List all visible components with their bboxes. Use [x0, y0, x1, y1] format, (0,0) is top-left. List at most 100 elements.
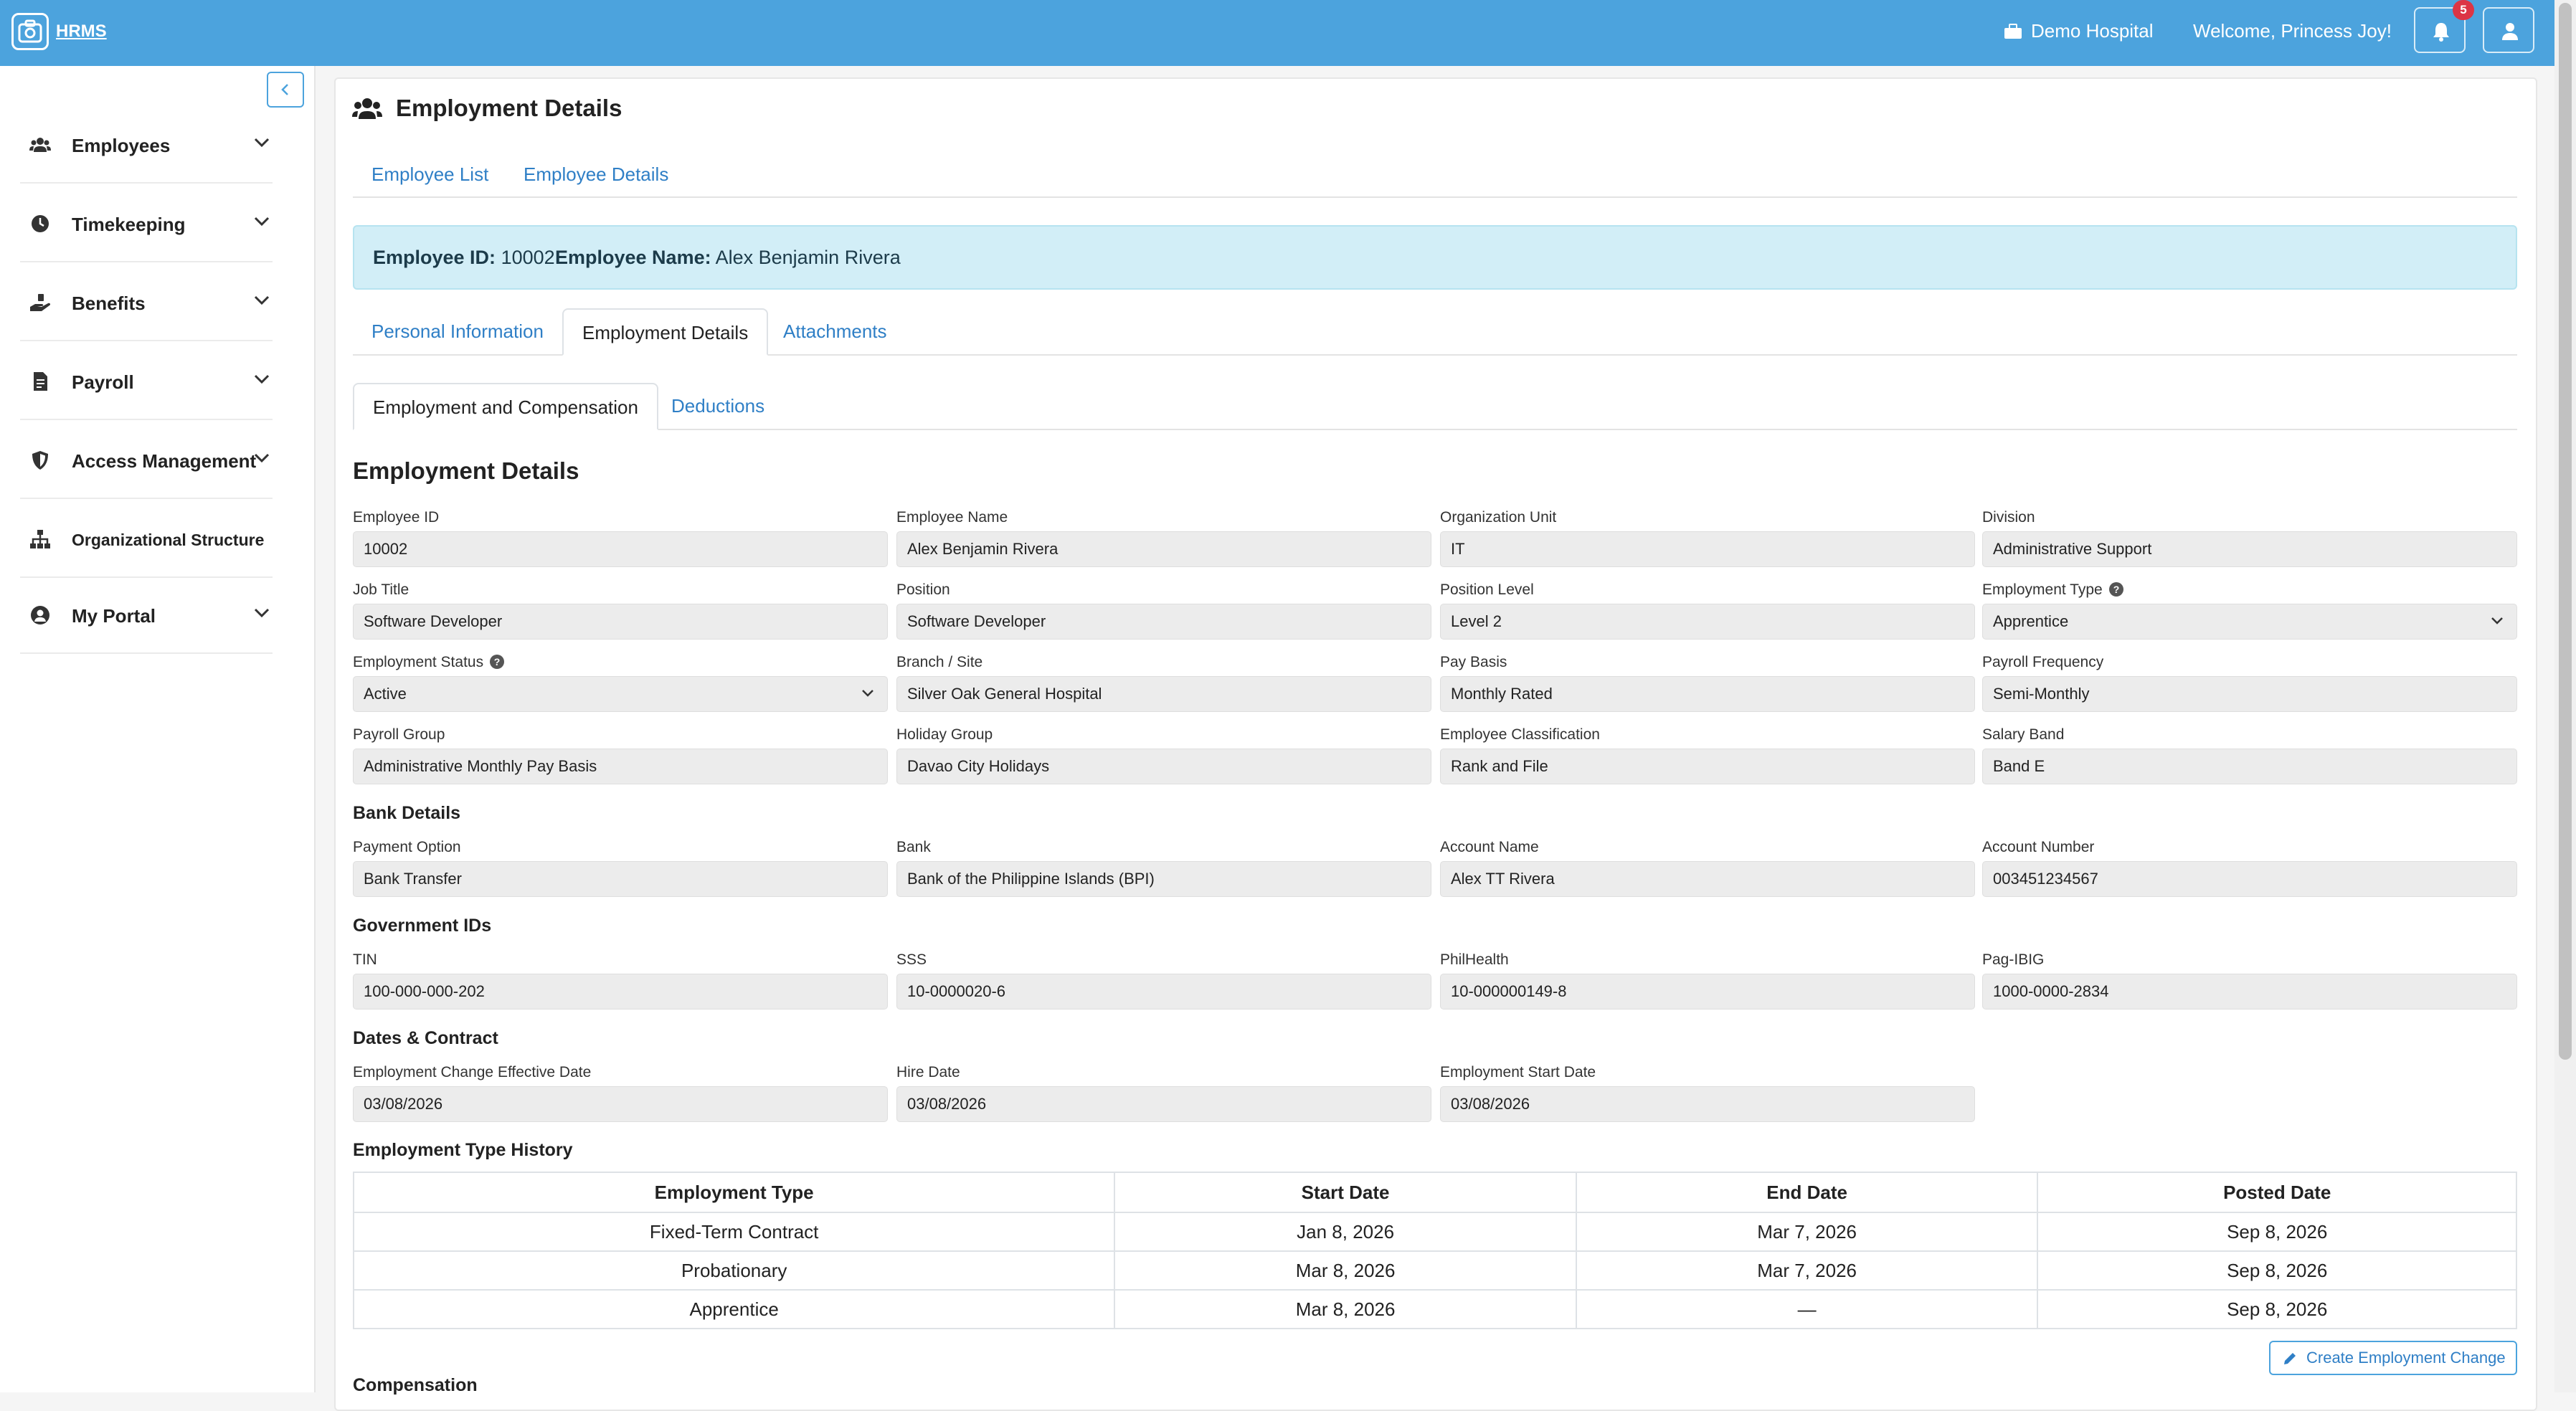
position-level-field[interactable]: Level 2 — [1440, 604, 1975, 640]
sidebar-item-payroll[interactable]: Payroll — [20, 343, 273, 420]
sidebar-collapse-button[interactable] — [267, 72, 304, 108]
chevron-down-icon — [254, 608, 270, 618]
notifications-button[interactable] — [2414, 7, 2466, 53]
page-scrollbar-thumb[interactable] — [2559, 3, 2572, 1060]
sidebar-item-my-portal[interactable]: My Portal — [20, 576, 273, 654]
employee-classification-label: Employee Classification — [1440, 726, 1600, 743]
employment-status-value: Active — [364, 685, 407, 703]
table-header-row: Employment Type Start Date End Date Post… — [352, 1172, 2517, 1213]
holiday-group-label: Holiday Group — [896, 726, 993, 743]
sss-field[interactable]: 10-0000020-6 — [896, 974, 1431, 1009]
account-number-label: Account Number — [1982, 839, 2095, 855]
sidebar-item-organizational-structure[interactable]: Organizational Structure — [20, 500, 273, 578]
division-field[interactable]: Administrative Support — [1982, 531, 2517, 567]
question-circle-icon[interactable]: ? — [2108, 581, 2124, 597]
hrms-logo-icon[interactable] — [11, 13, 49, 50]
cell-employment-type: Fixed-Term Contract — [352, 1212, 1116, 1252]
tab-attachments[interactable]: Attachments — [783, 320, 887, 342]
bank-field[interactable]: Bank of the Philippine Islands (BPI) — [896, 861, 1431, 897]
organization-name: Demo Hospital — [2031, 20, 2154, 42]
user-menu-button[interactable] — [2483, 7, 2534, 53]
svg-text:?: ? — [494, 656, 501, 668]
column-header-employment-type: Employment Type — [352, 1172, 1116, 1213]
employment-details-heading: Employment Details — [353, 457, 579, 484]
payment-option-field[interactable]: Bank Transfer — [353, 861, 888, 897]
table-row: Apprentice Mar 8, 2026 — Sep 8, 2026 — [352, 1289, 2517, 1329]
employee-name-key: Employee Name: — [555, 247, 711, 268]
payroll-group-label: Payroll Group — [353, 726, 445, 743]
sidebar-item-timekeeping[interactable]: Timekeeping — [20, 185, 273, 262]
tab-personal-information[interactable]: Personal Information — [371, 320, 544, 342]
payroll-group-field[interactable]: Administrative Monthly Pay Basis — [353, 749, 888, 784]
organization-unit-field[interactable]: IT — [1440, 531, 1975, 567]
employment-type-label-text: Employment Type — [1982, 581, 2103, 598]
account-name-field[interactable]: Alex TT Rivera — [1440, 861, 1975, 897]
employment-status-select[interactable]: Active — [353, 676, 888, 712]
payroll-frequency-field[interactable]: Semi-Monthly — [1982, 676, 2517, 712]
branch-site-field[interactable]: Silver Oak General Hospital — [896, 676, 1431, 712]
users-icon — [29, 138, 51, 152]
pay-basis-label: Pay Basis — [1440, 654, 1507, 670]
organization-unit-label: Organization Unit — [1440, 509, 1557, 526]
employee-id-field[interactable]: 10002 — [353, 531, 888, 567]
employment-start-date-field[interactable]: 03/08/2026 — [1440, 1086, 1975, 1122]
column-header-end-date: End Date — [1575, 1172, 2039, 1213]
philhealth-field[interactable]: 10-000000149-8 — [1440, 974, 1975, 1009]
sidebar-item-benefits[interactable]: Benefits — [20, 264, 273, 341]
tab-employment-details[interactable]: Employment Details — [562, 308, 769, 356]
cell-end-date: — — [1575, 1289, 2039, 1329]
dates-contract-heading: Dates & Contract — [353, 1028, 498, 1048]
breadcrumb-employee-details[interactable]: Employee Details — [524, 163, 669, 185]
file-invoice-icon — [34, 372, 47, 391]
employment-type-label: Employment Type? — [1982, 581, 2124, 599]
pay-basis-field[interactable]: Monthly Rated — [1440, 676, 1975, 712]
position-level-label: Position Level — [1440, 581, 1534, 598]
employee-name-label: Employee Name — [896, 509, 1008, 526]
employment-type-value: Apprentice — [1993, 612, 2069, 630]
holiday-group-field[interactable]: Davao City Holidays — [896, 749, 1431, 784]
employment-status-label: Employment Status? — [353, 654, 505, 671]
account-number-field[interactable]: 003451234567 — [1982, 861, 2517, 897]
clock-icon — [32, 215, 49, 232]
pag-ibig-field[interactable]: 1000-0000-2834 — [1982, 974, 2517, 1009]
hire-date-field[interactable]: 03/08/2026 — [896, 1086, 1431, 1122]
tin-field[interactable]: 100-000-000-202 — [353, 974, 888, 1009]
employee-classification-field[interactable]: Rank and File — [1440, 749, 1975, 784]
sidebar-item-employees[interactable]: Employees — [20, 106, 273, 184]
change-effective-date-label: Employment Change Effective Date — [353, 1064, 592, 1080]
government-ids-heading: Government IDs — [353, 916, 492, 936]
page-title: Employment Details — [396, 95, 622, 121]
chevron-down-icon — [254, 138, 270, 148]
organization-label: Demo Hospital — [2004, 20, 2154, 42]
tab-deductions[interactable]: Deductions — [671, 395, 765, 417]
chevron-down-icon — [862, 690, 873, 697]
welcome-text: Welcome, Princess Joy! — [2193, 20, 2392, 42]
change-effective-date-field[interactable]: 03/08/2026 — [353, 1086, 888, 1122]
chevron-down-icon — [254, 295, 270, 305]
branch-site-label: Branch / Site — [896, 654, 983, 670]
position-field[interactable]: Software Developer — [896, 604, 1431, 640]
create-employment-change-button[interactable]: Create Employment Change — [2269, 1341, 2517, 1375]
division-label: Division — [1982, 509, 2035, 526]
breadcrumb-employee-list[interactable]: Employee List — [371, 163, 489, 185]
employee-id-label: Employee ID — [353, 509, 440, 526]
users-icon — [352, 98, 382, 119]
salary-band-label: Salary Band — [1982, 726, 2065, 743]
employment-type-select[interactable]: Apprentice — [1982, 604, 2517, 640]
employee-name-field[interactable]: Alex Benjamin Rivera — [896, 531, 1431, 567]
top-navbar: HRMS Demo Hospital Welcome, Princess Joy… — [0, 0, 2554, 66]
job-title-field[interactable]: Software Developer — [353, 604, 888, 640]
tin-label: TIN — [353, 951, 377, 968]
notification-count-badge: 5 — [2453, 0, 2474, 20]
tab-employment-and-compensation[interactable]: Employment and Compensation — [353, 383, 658, 430]
sidebar-item-access-management[interactable]: Access Management — [20, 422, 273, 499]
salary-band-field[interactable]: Band E — [1982, 749, 2517, 784]
hand-holding-icon — [30, 294, 51, 311]
employee-name-value: Alex Benjamin Rivera — [715, 247, 901, 268]
cell-start-date: Jan 8, 2026 — [1114, 1212, 1577, 1252]
cell-end-date: Mar 7, 2026 — [1575, 1250, 2039, 1291]
cell-employment-type: Apprentice — [352, 1289, 1116, 1329]
cell-start-date: Mar 8, 2026 — [1114, 1289, 1577, 1329]
question-circle-icon[interactable]: ? — [489, 654, 505, 670]
app-name-link[interactable]: HRMS — [56, 22, 107, 41]
